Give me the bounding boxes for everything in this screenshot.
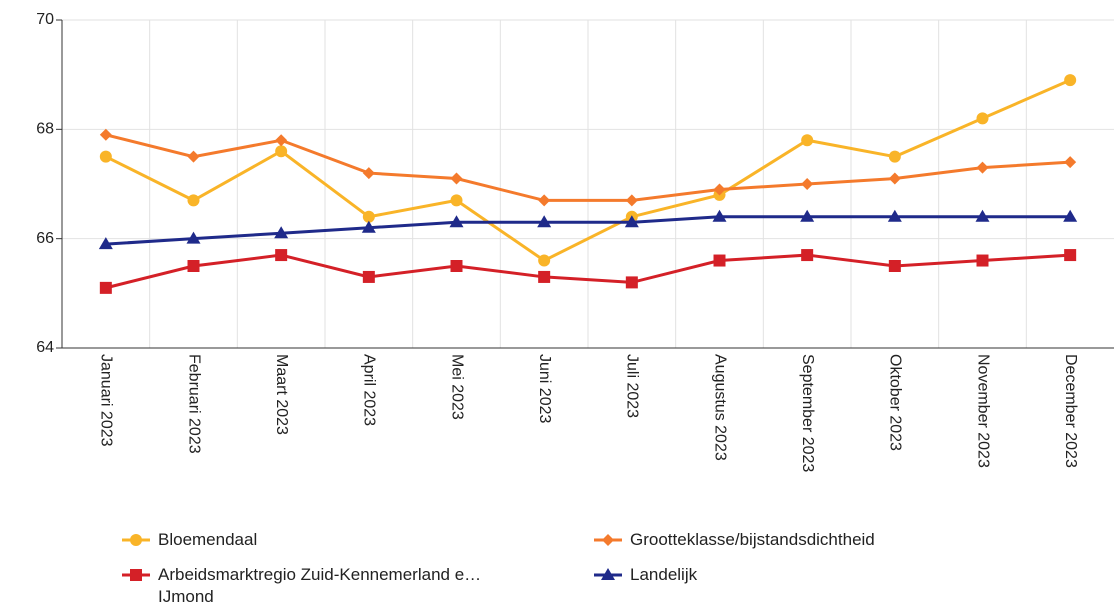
- marker: [130, 534, 142, 546]
- legend-label: Landelijk: [630, 565, 698, 584]
- legend-symbol: [594, 534, 622, 546]
- marker: [713, 183, 726, 196]
- marker: [187, 150, 200, 163]
- marker: [362, 270, 375, 283]
- marker: [713, 254, 726, 267]
- legend-item: Arbeidsmarktregio Zuid-Kennemerland e… I…: [122, 564, 538, 608]
- marker: [976, 112, 989, 125]
- marker: [976, 161, 989, 174]
- chart: 64 66 68 70 Januari 2023 Februari 2023 Maart 2…: [36, 11, 1114, 472]
- marker: [801, 249, 814, 262]
- marker: [712, 209, 727, 222]
- legend-item: Bloemendaal: [122, 529, 538, 551]
- marker: [186, 231, 201, 244]
- legend-symbol: [122, 569, 150, 581]
- marker: [538, 254, 551, 267]
- legend-symbol: [594, 568, 622, 580]
- marker: [1063, 209, 1078, 222]
- y-tick-label: 64: [36, 339, 54, 356]
- marker: [538, 194, 551, 207]
- marker: [975, 209, 990, 222]
- x-tick-label: Februari 2023: [185, 354, 202, 454]
- marker: [1064, 156, 1077, 169]
- legend-item: Landelijk: [594, 564, 1010, 586]
- marker: [976, 254, 989, 267]
- marker: [362, 210, 375, 223]
- marker: [625, 276, 638, 289]
- marker: [537, 215, 552, 228]
- marker: [888, 260, 901, 272]
- series-line: [105, 253, 1071, 290]
- marker: [274, 226, 289, 239]
- x-tick-label: Oktober 2023: [887, 354, 904, 451]
- marker: [187, 260, 200, 272]
- marker: [99, 281, 112, 294]
- legend-symbol: [122, 534, 150, 546]
- marker: [601, 568, 615, 580]
- x-tick-label: December 2023: [1062, 354, 1079, 468]
- marker: [275, 145, 288, 158]
- legend-label: Bloemendaal: [158, 530, 258, 549]
- x-tick-label: November 2023: [974, 354, 991, 468]
- marker: [450, 260, 463, 272]
- marker: [538, 270, 551, 283]
- marker: [362, 167, 375, 180]
- y-tick-label: 70: [36, 11, 54, 28]
- marker: [99, 128, 112, 141]
- x-tick-label: Juli 2023: [624, 354, 641, 418]
- marker: [361, 220, 376, 233]
- series-line: [105, 78, 1071, 263]
- marker: [98, 237, 113, 250]
- y-tick-label: 68: [36, 121, 54, 138]
- marker: [801, 134, 814, 147]
- marker: [275, 134, 288, 147]
- series-line: [105, 133, 1071, 202]
- x-tick-label: September 2023: [799, 354, 816, 472]
- marker: [800, 209, 815, 222]
- marker: [624, 215, 639, 228]
- x-tick-label: Mei 2023: [448, 354, 465, 420]
- x-tick-label: Januari 2023: [98, 354, 115, 447]
- marker: [449, 215, 464, 228]
- x-tick-label: Juni 2023: [536, 354, 553, 423]
- marker: [275, 249, 288, 262]
- legend-label: Arbeidsmarktregio Zuid-Kennemerland e… I…: [158, 565, 482, 606]
- x-tick-label: Maart 2023: [273, 354, 290, 435]
- y-tick-label: 66: [36, 230, 54, 247]
- x-tick-label: April 2023: [361, 354, 378, 426]
- marker: [888, 172, 901, 185]
- marker: [1064, 74, 1077, 87]
- x-tick-label: Augustus 2023: [711, 354, 728, 461]
- marker: [801, 178, 814, 190]
- marker: [625, 194, 638, 207]
- marker: [602, 534, 614, 546]
- marker: [887, 209, 902, 222]
- marker: [450, 172, 463, 185]
- marker: [99, 150, 112, 163]
- marker: [1064, 249, 1077, 262]
- legend-label: Grootteklasse/bijstandsdichtheid: [630, 530, 875, 549]
- marker: [187, 194, 200, 207]
- marker: [450, 194, 463, 207]
- marker: [888, 150, 901, 163]
- marker: [130, 569, 142, 581]
- series-line: [105, 215, 1071, 246]
- legend-item: Grootteklasse/bijstandsdichtheid: [594, 529, 1010, 551]
